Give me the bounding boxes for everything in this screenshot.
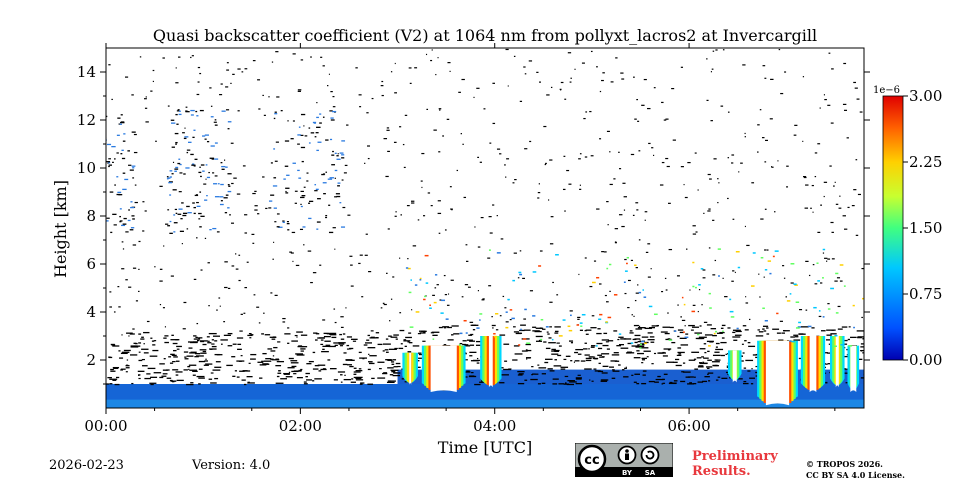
cc-symbol: cc [584,453,599,468]
colorbar-tick-label: 1.50 [909,219,942,237]
cc-icon [577,444,607,474]
copyright-line2: CC BY SA 4.0 License. [806,470,905,480]
colorbar-tick-label: 0.75 [909,285,942,303]
x-tick-label: 00:00 [84,417,127,435]
colorbar-tick-label: 2.25 [909,153,942,171]
plot-frame [105,47,865,409]
chart-title: Quasi backscatter coefficient (V2) at 10… [153,26,817,45]
y-axis: 2 4 6 8 10 12 14 [77,63,870,385]
y-tick-label: 6 [86,255,96,273]
y-tick-label: 4 [86,303,96,321]
by-text: BY [622,469,633,477]
y-tick-label: 8 [86,207,96,225]
y-tick-label: 12 [77,111,96,129]
copyright-notice: © TROPOS 2026. CC BY SA 4.0 License. [806,459,905,481]
x-axis: 00:00 02:00 04:00 06:00 [84,43,836,435]
colorbar-ticks: 0.00 0.75 1.50 2.25 3.00 [903,87,942,369]
sa-text: SA [645,469,656,477]
preliminary-line1: Preliminary [692,449,778,464]
boundary-layer-upper [397,369,864,384]
colorbar-tick-label: 3.00 [909,87,942,105]
plot-area [106,48,864,408]
y-tick-label: 2 [86,351,96,369]
copyright-line1: © TROPOS 2026. [806,459,883,469]
surface-layer [106,399,864,408]
y-tick-label: 10 [77,159,96,177]
y-axis-label: Height [km] [51,180,70,278]
x-axis-label: Time [UTC] [438,438,532,457]
colorbar-tick-label: 0.00 [909,351,942,369]
colorbar: 1e−6 0.00 0.75 1.50 2.25 3.00 [873,85,942,369]
sa-icon [640,445,660,465]
colorbar-gradient [882,95,904,361]
date-label: 2026-02-23 [49,458,124,473]
cc-license-badge: cc BY SA [575,443,673,477]
x-tick-label: 06:00 [667,417,710,435]
x-tick-label: 02:00 [279,417,322,435]
colorbar-exponent: 1e−6 [873,85,900,96]
preliminary-results-label: Preliminary Results. [692,449,778,479]
preliminary-line2: Results. [692,464,751,479]
version-label: Version: 4.0 [192,458,271,473]
x-tick-label: 04:00 [473,417,516,435]
y-tick-label: 14 [77,63,96,81]
